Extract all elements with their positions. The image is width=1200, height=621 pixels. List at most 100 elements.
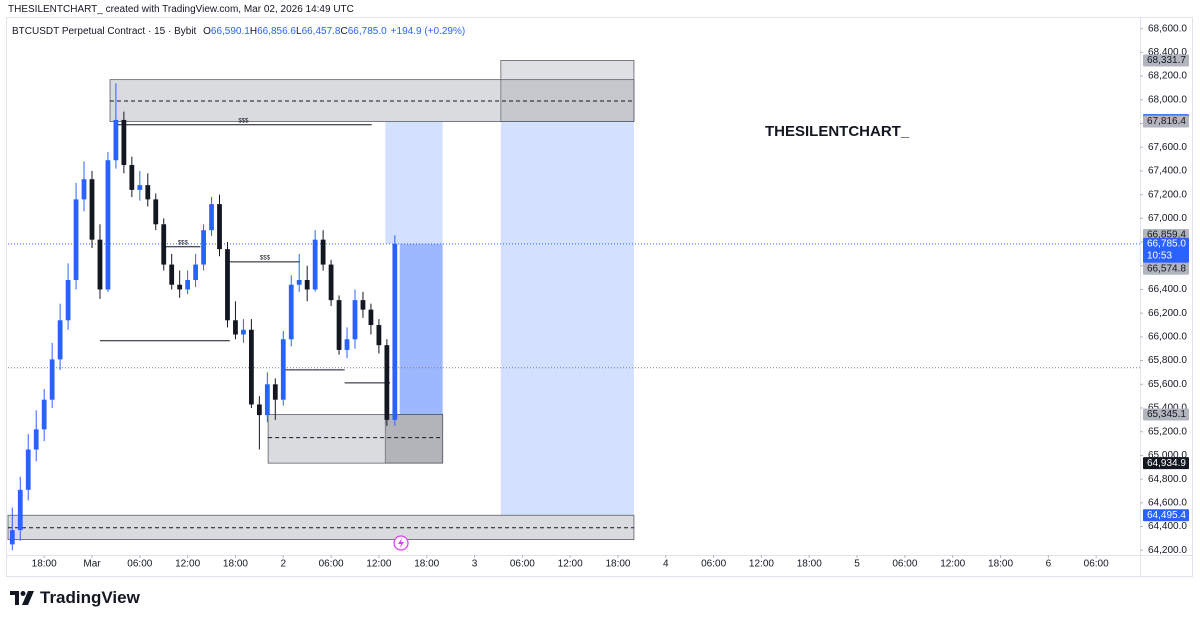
zone bbox=[399, 243, 443, 415]
y-tick-label: 67,000.0 bbox=[1148, 213, 1187, 224]
candle-body bbox=[241, 329, 246, 335]
watermark: THESILENTCHART_ bbox=[765, 123, 910, 140]
candle-body bbox=[256, 404, 262, 416]
price-label: 66,574.8 bbox=[1147, 263, 1186, 274]
y-tick-label: 66,000.0 bbox=[1148, 332, 1187, 343]
candle-body bbox=[121, 119, 127, 165]
axes: 64,200.0 64,400.0 64,600.0 64,800.0 65,000.0… bbox=[32, 23, 1189, 570]
y-tick-label: 64,400.0 bbox=[1148, 521, 1187, 532]
y-tick-label: 68,400.0 bbox=[1148, 47, 1187, 58]
price-label-box bbox=[1143, 54, 1189, 67]
x-tick-label: 06:00 bbox=[510, 559, 535, 570]
candle-body bbox=[97, 239, 103, 290]
candle-body bbox=[105, 160, 111, 290]
candle-body bbox=[368, 309, 374, 326]
symbol-legend: BTCUSDT Perpetual Contract · 15 · Bybit … bbox=[12, 26, 465, 37]
candle-body bbox=[384, 345, 390, 420]
candle-body bbox=[320, 239, 326, 265]
y-tick-label: 64,200.0 bbox=[1148, 545, 1187, 556]
y-tick-label: 66,200.0 bbox=[1148, 308, 1187, 319]
candle-body bbox=[25, 449, 31, 490]
y-tick-label: 68,000.0 bbox=[1148, 94, 1187, 105]
x-tick-label: 18:00 bbox=[32, 559, 57, 570]
candle-body bbox=[137, 185, 143, 190]
y-tick-label: 68,200.0 bbox=[1148, 71, 1187, 82]
price-label: 64,495.4 bbox=[1147, 510, 1186, 521]
x-tick-label: 06:00 bbox=[319, 559, 344, 570]
price-label: 68,331.7 bbox=[1147, 55, 1186, 66]
liquidity-label: $$$ bbox=[260, 255, 271, 261]
x-tick-label: 06:00 bbox=[892, 559, 917, 570]
candle-body bbox=[185, 279, 191, 290]
candle-body bbox=[89, 179, 95, 240]
ohlc-value: 66,457.8 bbox=[301, 26, 341, 37]
x-tick-label: 3 bbox=[472, 559, 478, 570]
candle-body bbox=[304, 279, 310, 290]
candle-body bbox=[344, 339, 350, 350]
price-label-box bbox=[1143, 115, 1189, 128]
price-label-box bbox=[1143, 457, 1189, 470]
x-tick-label: 12:00 bbox=[940, 559, 965, 570]
candle-body bbox=[272, 384, 278, 400]
y-tick-label: 64,800.0 bbox=[1148, 474, 1187, 485]
logo-icon bbox=[10, 591, 34, 605]
x-tick-label: 18:00 bbox=[414, 559, 439, 570]
change: +194.9 (+0.29%) bbox=[390, 26, 466, 37]
price-label-box bbox=[1143, 408, 1189, 421]
ohlc-key: L bbox=[296, 26, 302, 37]
ohlc-key: H bbox=[249, 26, 258, 37]
zone bbox=[500, 60, 635, 122]
candle-body bbox=[81, 179, 87, 200]
candle-body bbox=[352, 300, 358, 340]
candle-body bbox=[233, 320, 238, 335]
logo-text: TradingView bbox=[40, 588, 140, 607]
candle-body bbox=[312, 239, 318, 290]
price-label: 64,934.9 bbox=[1147, 458, 1186, 469]
ohlc-value: 66,590.1 bbox=[210, 26, 250, 37]
x-tick-label: 06:00 bbox=[701, 559, 726, 570]
header: THESILENTCHART_ created with TradingView… bbox=[8, 4, 354, 15]
x-tick-label: 12:00 bbox=[366, 559, 391, 570]
candle-body bbox=[201, 230, 206, 265]
x-tick-label: 18:00 bbox=[988, 559, 1013, 570]
candle-body bbox=[177, 284, 183, 290]
candle-body bbox=[376, 325, 382, 346]
liquidity-label: $$$ bbox=[178, 240, 189, 246]
candle-body bbox=[360, 300, 366, 310]
candle-body bbox=[113, 119, 119, 161]
candle-body bbox=[57, 320, 63, 360]
logo-part bbox=[20, 591, 26, 596]
candle-body bbox=[41, 399, 47, 430]
candle-body bbox=[249, 329, 254, 405]
zone bbox=[267, 414, 444, 464]
annotation-lines: $$$ $$$ $$$ bbox=[8, 118, 1140, 384]
candle-body bbox=[209, 204, 214, 231]
price-label-box bbox=[1143, 237, 1189, 263]
candle-body bbox=[161, 224, 167, 265]
ohlc-key: C bbox=[340, 26, 348, 37]
candle-body bbox=[336, 300, 342, 350]
candle-body bbox=[65, 279, 71, 321]
price-label-box bbox=[1143, 262, 1189, 275]
footer: TradingView bbox=[10, 588, 140, 608]
x-tick-label: 12:00 bbox=[175, 559, 200, 570]
zones bbox=[7, 60, 635, 540]
liquidity-label: $$$ bbox=[238, 118, 249, 124]
countdown: 10:53 bbox=[1147, 250, 1172, 261]
x-tick-label: 18:00 bbox=[605, 559, 630, 570]
zone bbox=[385, 121, 443, 244]
x-tick-label: 18:00 bbox=[223, 559, 248, 570]
candle-body bbox=[129, 164, 135, 190]
x-tick-label: 06:00 bbox=[1084, 559, 1109, 570]
candle-body bbox=[153, 199, 159, 225]
candle-body bbox=[169, 264, 175, 285]
x-tick-label: 12:00 bbox=[558, 559, 583, 570]
logo-part bbox=[10, 591, 19, 605]
candle-body bbox=[288, 284, 294, 340]
candle-body bbox=[17, 489, 23, 531]
x-tick-label: 06:00 bbox=[127, 559, 152, 570]
x-tick-label: 12:00 bbox=[749, 559, 774, 570]
